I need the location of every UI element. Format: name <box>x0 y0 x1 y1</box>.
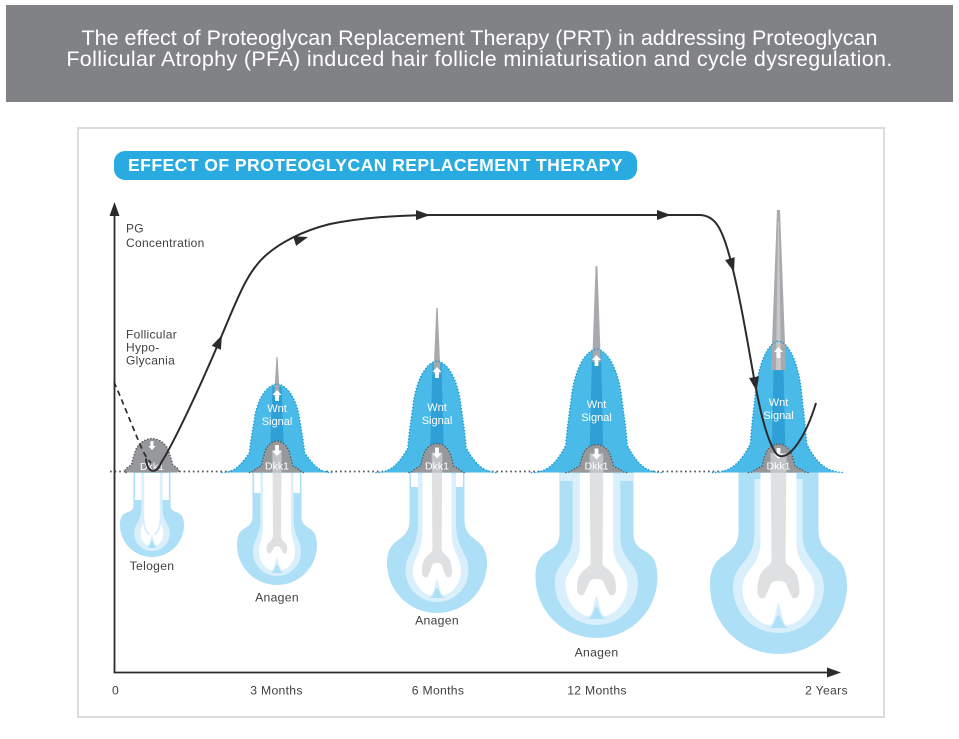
svg-text:Dkk1: Dkk1 <box>265 461 289 473</box>
svg-text:2 Years: 2 Years <box>805 684 848 698</box>
svg-text:Signal: Signal <box>262 416 293 428</box>
svg-text:Concentration: Concentration <box>126 236 205 250</box>
svg-text:Wnt: Wnt <box>587 399 607 411</box>
svg-text:Wnt: Wnt <box>267 403 287 415</box>
svg-text:Telogen: Telogen <box>130 559 175 573</box>
svg-text:Hypo-: Hypo- <box>126 340 160 354</box>
svg-text:Signal: Signal <box>581 412 612 424</box>
svg-text:Dkk1: Dkk1 <box>767 461 791 473</box>
svg-text:6 Months: 6 Months <box>412 684 465 698</box>
svg-text:3 Months: 3 Months <box>250 684 303 698</box>
svg-text:Dkk1: Dkk1 <box>425 461 449 473</box>
svg-text:Wnt: Wnt <box>769 397 789 409</box>
svg-text:Wnt: Wnt <box>427 402 447 414</box>
svg-text:Signal: Signal <box>763 410 794 422</box>
svg-text:Anagen: Anagen <box>575 646 619 660</box>
svg-text:12 Months: 12 Months <box>567 684 627 698</box>
svg-text:PG: PG <box>126 221 144 235</box>
svg-text:Dkk1: Dkk1 <box>585 461 609 473</box>
svg-text:Follicular: Follicular <box>126 327 177 341</box>
svg-text:Anagen: Anagen <box>255 591 299 605</box>
svg-text:Anagen: Anagen <box>415 614 459 628</box>
svg-text:0: 0 <box>112 684 119 698</box>
svg-text:Signal: Signal <box>422 415 453 427</box>
svg-text:Glycania: Glycania <box>126 353 175 367</box>
